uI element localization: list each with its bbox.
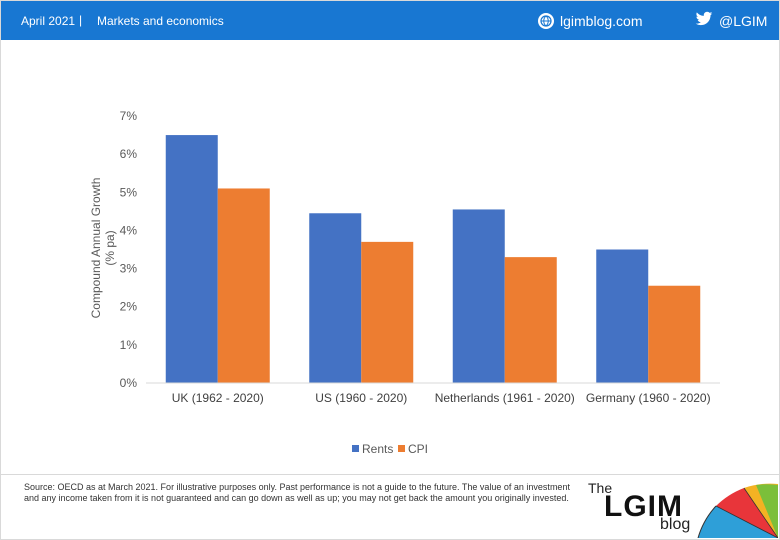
- bar-cpi-3: [648, 285, 701, 383]
- x-tick-label: Germany (1960 - 2020): [586, 391, 711, 405]
- y-tick-label: 4%: [120, 223, 138, 237]
- header-bar: April 2021 | Markets and economics lgimb…: [1, 1, 779, 40]
- legend-swatch-cpi: [398, 445, 405, 452]
- twitter-handle: @LGIM: [719, 13, 768, 29]
- header-separator: |: [79, 13, 83, 27]
- footer-divider: [1, 474, 779, 475]
- x-tick-label: US (1960 - 2020): [315, 391, 407, 405]
- y-axis-label: Compound Annual Growth: [89, 178, 103, 319]
- bar-cpi-0: [217, 188, 270, 383]
- legend-swatch-rents: [352, 445, 359, 452]
- y-tick-label: 7%: [120, 109, 138, 123]
- bar-cpi-1: [361, 241, 414, 383]
- x-tick-label: UK (1962 - 2020): [172, 391, 264, 405]
- y-tick-label: 1%: [120, 338, 138, 352]
- y-tick-label: 5%: [120, 185, 138, 199]
- globe-icon: [538, 13, 554, 29]
- site-link[interactable]: lgimblog.com: [538, 11, 642, 31]
- y-tick-label: 2%: [120, 300, 138, 314]
- bar-rents-2: [452, 209, 505, 383]
- legend-label-cpi: CPI: [408, 442, 428, 456]
- source-note: Source: OECD as at March 2021. For illus…: [24, 482, 584, 504]
- lgim-blog-logo: The LGIM blog: [586, 476, 778, 538]
- bar-chart: Compound Annual Growth (% pa) 0% 1% 2% 3% 4%…: [89, 109, 720, 456]
- bar-rents-1: [309, 213, 362, 383]
- x-tick-label: Netherlands (1961 - 2020): [435, 391, 575, 405]
- legend-label-rents: Rents: [362, 442, 393, 456]
- site-link-text: lgimblog.com: [560, 13, 643, 29]
- umbrella-icon: [697, 483, 778, 538]
- header-date: April 2021: [21, 14, 76, 28]
- bar-cpi-2: [504, 257, 557, 383]
- logo-lgim: LGIM: [604, 490, 683, 523]
- y-axis-label-unit: (% pa): [103, 230, 117, 265]
- y-tick-label: 0%: [120, 376, 138, 390]
- y-tick-label: 3%: [120, 262, 138, 276]
- source-line-1: Source: OECD as at March 2021. For illus…: [24, 482, 570, 492]
- source-line-2: and any income taken from it is not guar…: [24, 493, 569, 503]
- bar-rents-3: [596, 249, 649, 383]
- bar-rents-0: [165, 135, 218, 383]
- logo-the: The: [588, 480, 613, 496]
- y-tick-label: 6%: [120, 147, 138, 161]
- twitter-icon: [695, 11, 713, 32]
- twitter-link[interactable]: @LGIM: [695, 11, 767, 31]
- header-section[interactable]: Markets and economics: [97, 14, 224, 28]
- logo-blog: blog: [660, 516, 691, 533]
